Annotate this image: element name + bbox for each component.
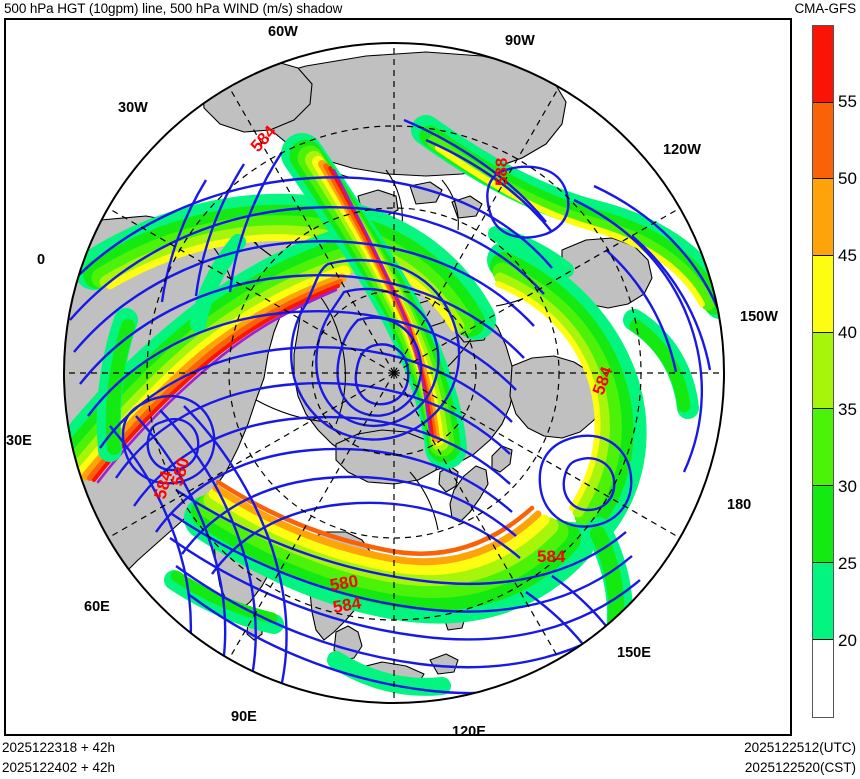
- colorbar-tick-50: 50: [838, 169, 857, 188]
- height-contours: [65, 118, 724, 703]
- lon-label-30e: 30E: [6, 433, 32, 449]
- chart-title: 500 hPa HGT (10gpm) line, 500 hPa WIND (…: [4, 1, 343, 16]
- lon-label-150e: 150E: [617, 645, 651, 661]
- colorbar-segment-20-25: [813, 562, 833, 640]
- lon-label-0: 0: [37, 252, 46, 268]
- colorbar[interactable]: [812, 25, 834, 718]
- valid-time-utc: 2025122512(UTC): [744, 740, 856, 755]
- colorbar-tick-25: 25: [838, 554, 857, 573]
- colorbar-tick-40: 40: [838, 323, 857, 342]
- colorbar-segment-45-50: [813, 179, 833, 257]
- lon-label-90w: 90W: [505, 33, 535, 49]
- colorbar-tick-45: 45: [838, 246, 857, 265]
- lon-label-120w: 120W: [663, 142, 701, 158]
- colorbar-tick-55: 55: [838, 92, 857, 111]
- colorbar-segment-ge55: [813, 26, 833, 103]
- colorbar-tick-20: 20: [838, 631, 857, 650]
- lon-label-30w: 30W: [118, 100, 148, 116]
- lon-label-60w: 60W: [268, 24, 298, 40]
- colorbar-segment-50-55: [813, 102, 833, 180]
- map-panel: 584 588 584 580 584 580 584 584: [4, 18, 792, 736]
- model-label: CMA-GFS: [794, 1, 856, 16]
- map-content: [64, 43, 724, 703]
- colorbar-tick-30: 30: [838, 477, 857, 496]
- init-time-cst: 2025122402 + 42h: [2, 760, 115, 775]
- lon-label-180: 180: [727, 497, 752, 513]
- lon-label-60e: 60E: [84, 599, 110, 615]
- colorbar-segment-25-30: [813, 486, 833, 563]
- lon-label-90e: 90E: [231, 709, 257, 725]
- init-time-utc: 2025122318 + 42h: [2, 740, 115, 755]
- lon-label-150w: 150W: [740, 309, 778, 325]
- polar-map: [63, 42, 725, 704]
- valid-time-cst: 2025122520(CST): [744, 760, 856, 775]
- colorbar-segment-35-40: [813, 332, 833, 410]
- colorbar-tick-35: 35: [838, 400, 857, 419]
- globe-outline: [63, 42, 725, 704]
- graticule: [64, 43, 724, 703]
- colorbar-segment-lt20: [813, 639, 833, 717]
- colorbar-segment-30-35: [813, 409, 833, 487]
- lon-label-120e: 120E: [452, 724, 486, 740]
- colorbar-segment-40-45: [813, 256, 833, 333]
